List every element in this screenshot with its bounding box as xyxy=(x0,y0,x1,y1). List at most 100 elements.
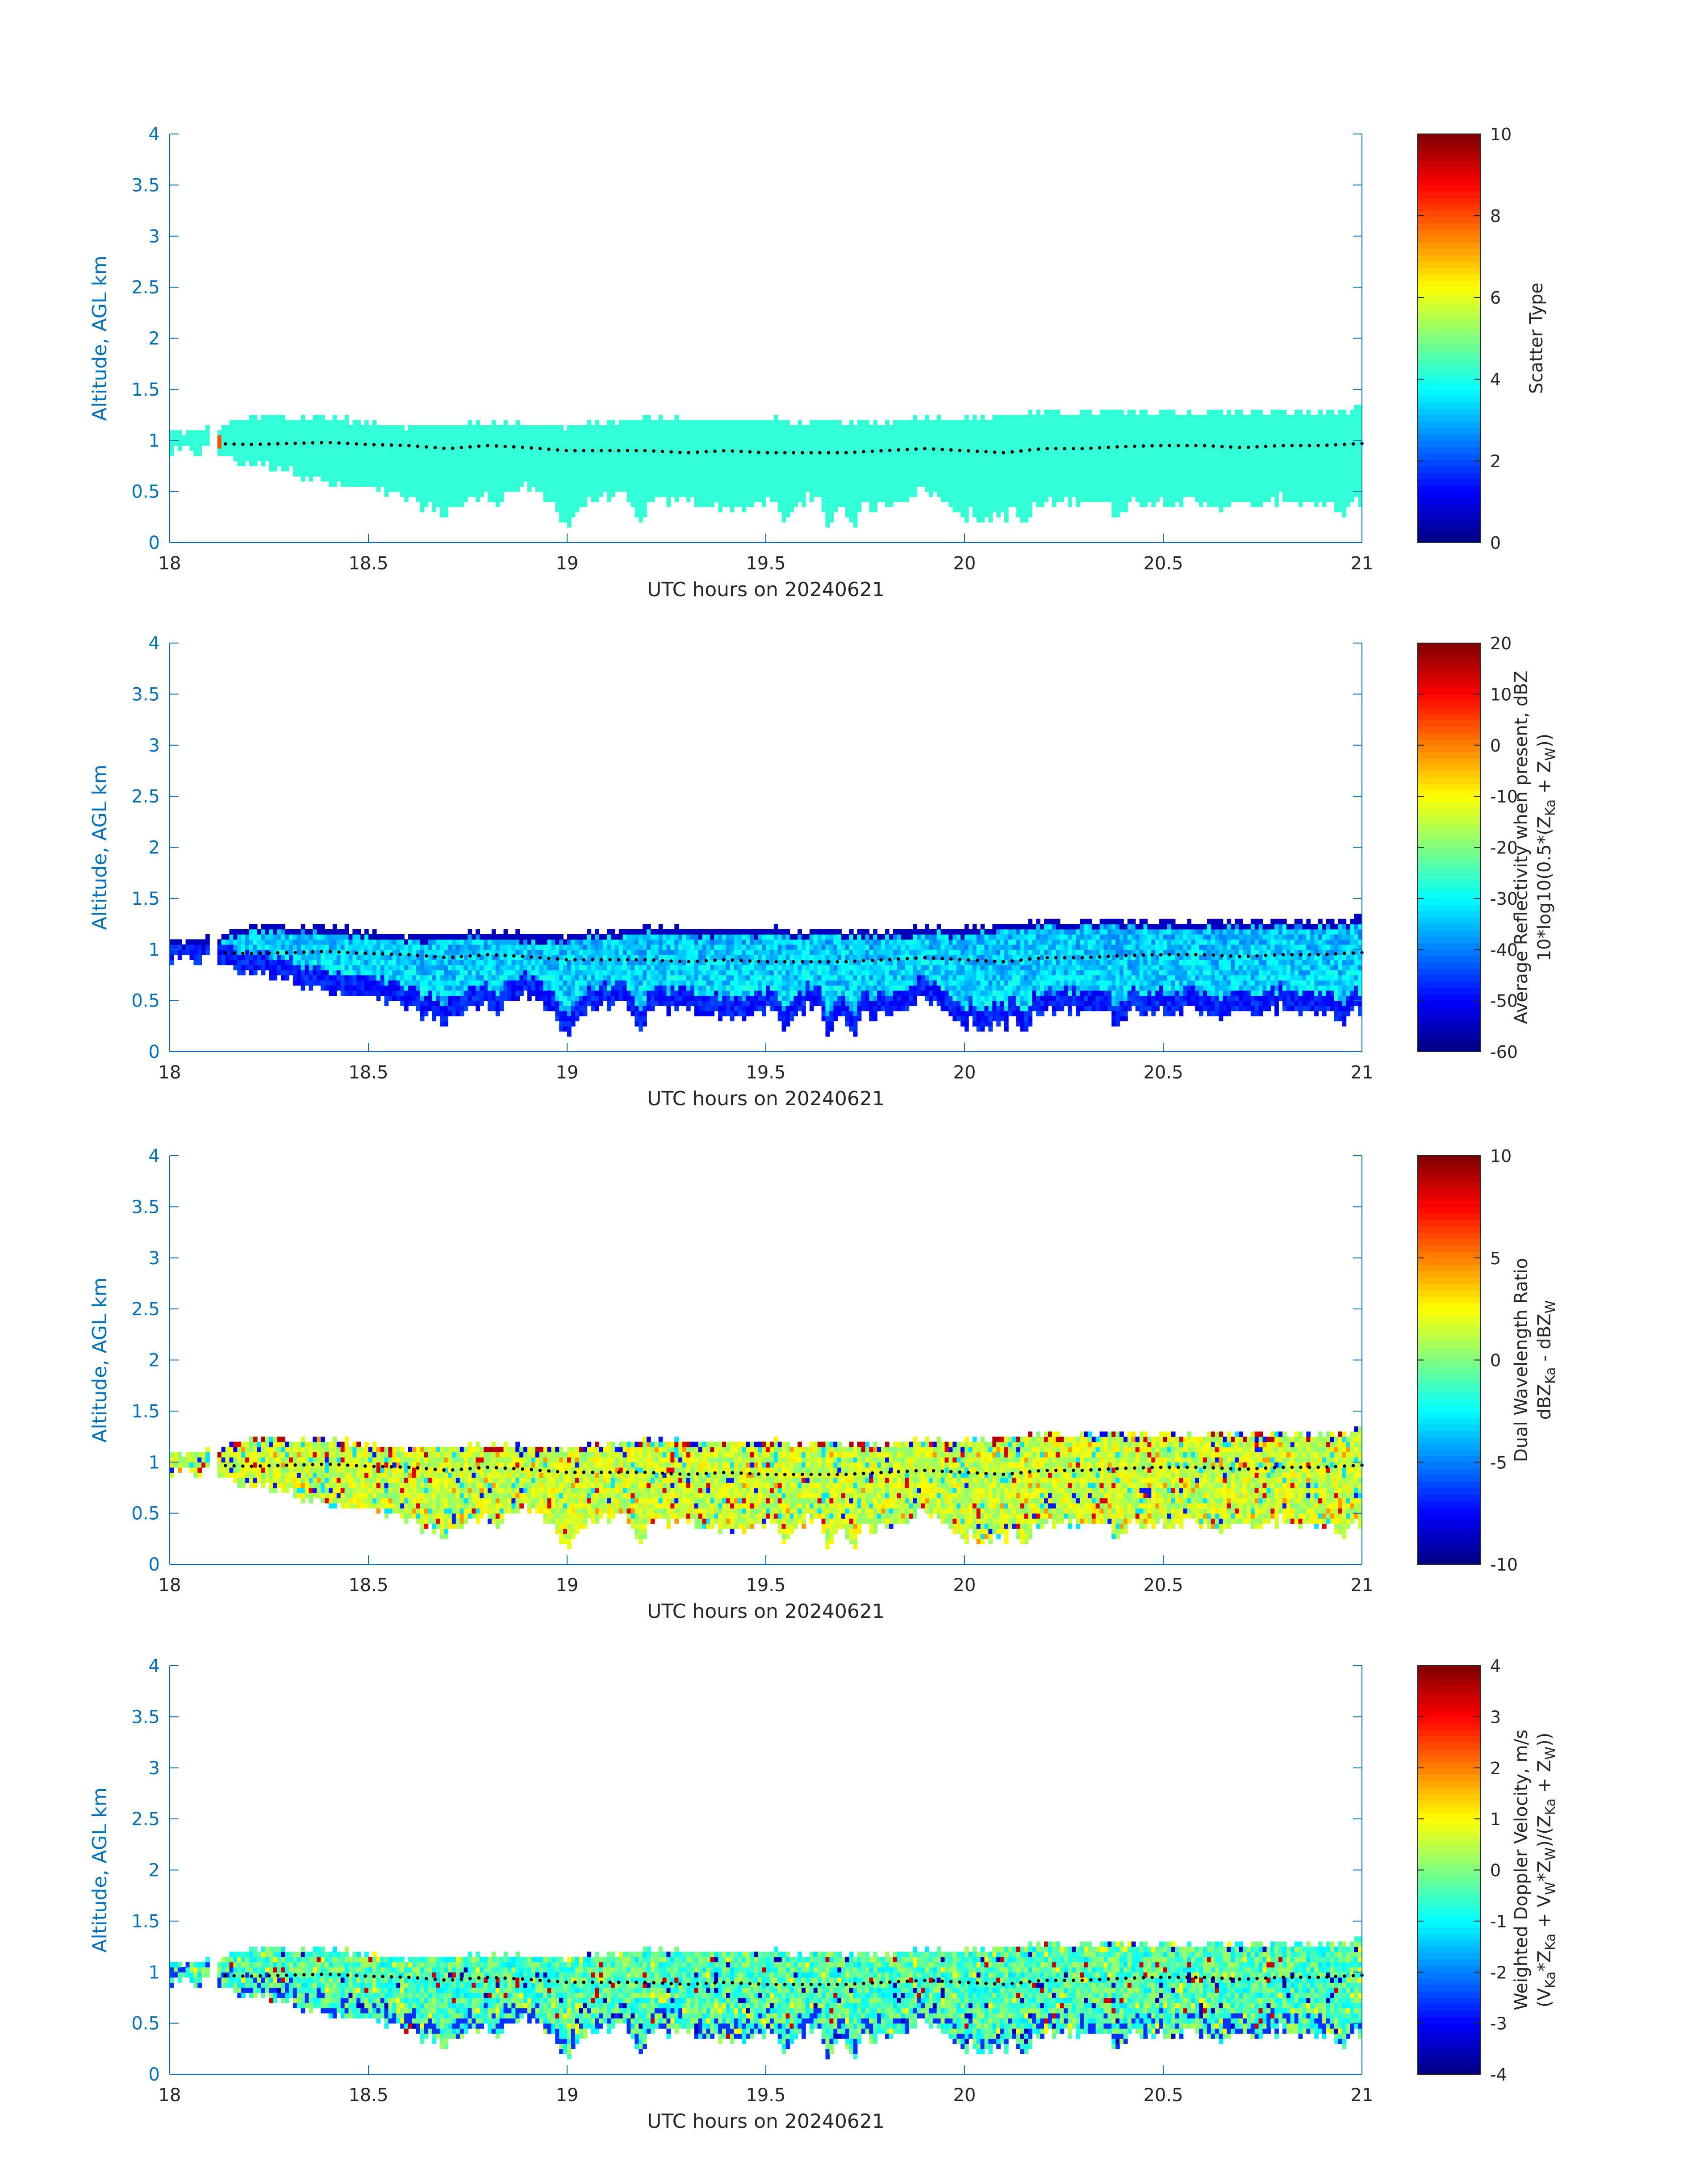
heatmap-cell xyxy=(1334,455,1339,461)
heatmap-cell xyxy=(543,461,548,467)
heatmap-cell xyxy=(1111,425,1116,431)
heatmap-cell xyxy=(694,501,699,507)
heatmap-cell xyxy=(1346,501,1351,507)
heatmap-cell xyxy=(1147,435,1152,441)
heatmap-cell xyxy=(960,455,965,461)
heatmap-cell xyxy=(1274,461,1279,467)
heatmap-cell xyxy=(1231,481,1235,487)
heatmap-cell xyxy=(575,440,580,446)
heatmap-cell xyxy=(480,491,484,497)
heatmap-cell xyxy=(519,430,524,436)
heatmap-cell xyxy=(1183,420,1188,426)
heatmap-cell xyxy=(1318,471,1323,477)
heatmap-cell xyxy=(686,471,691,477)
heatmap-cell xyxy=(647,461,651,467)
heatmap-cell xyxy=(968,461,973,467)
heatmap-cell xyxy=(193,944,198,950)
heatmap-cell xyxy=(277,435,281,441)
heatmap-cell xyxy=(1262,466,1267,472)
heatmap-cell xyxy=(885,466,889,472)
heatmap-cell xyxy=(726,440,731,446)
heatmap-cell xyxy=(726,420,731,426)
heatmap-cell xyxy=(292,466,297,472)
heatmap-cell xyxy=(1223,445,1228,451)
heatmap-cell xyxy=(432,471,437,477)
heatmap-cell xyxy=(455,476,460,482)
heatmap-cell xyxy=(1314,471,1319,477)
heatmap-cell xyxy=(622,471,627,477)
colorbar-label: Scatter Type xyxy=(1526,283,1547,394)
heatmap-cell xyxy=(777,430,782,436)
heatmap-cell xyxy=(1119,415,1124,421)
heatmap-cell xyxy=(1115,451,1120,456)
heatmap-cell xyxy=(1215,491,1219,497)
heatmap-cell xyxy=(1282,425,1287,431)
heatmap-cell xyxy=(817,481,822,487)
heatmap-cell xyxy=(1111,501,1116,507)
x-tick-label: 19.5 xyxy=(746,553,785,574)
heatmap-cell xyxy=(551,476,556,482)
heatmap-cell xyxy=(1262,476,1267,482)
heatmap-cell xyxy=(170,949,174,955)
heatmap-cell xyxy=(734,471,739,477)
heatmap-cell xyxy=(1338,501,1343,507)
heatmap-cell xyxy=(591,466,596,472)
heatmap-cell xyxy=(1330,471,1335,477)
heatmap-cell xyxy=(754,425,758,431)
heatmap-cell xyxy=(1044,430,1048,436)
heatmap-cell xyxy=(885,476,889,482)
heatmap-cell xyxy=(769,451,774,456)
heatmap-cell xyxy=(1151,455,1156,461)
dotted-line-point xyxy=(914,447,918,451)
heatmap-cell xyxy=(690,471,695,477)
heatmap-cell xyxy=(877,445,881,451)
heatmap-cell xyxy=(798,455,802,461)
heatmap-cell xyxy=(706,455,711,461)
heatmap-cell xyxy=(455,461,460,467)
heatmap-cell xyxy=(1044,415,1048,421)
heatmap-cell xyxy=(686,420,691,426)
heatmap-cell xyxy=(404,466,409,472)
heatmap-cell xyxy=(233,934,238,940)
heatmap-cell xyxy=(893,425,898,431)
heatmap-cell xyxy=(706,476,711,482)
heatmap-cell xyxy=(1044,497,1048,502)
heatmap-cell xyxy=(459,501,464,507)
heatmap-cell xyxy=(603,481,607,487)
heatmap-cell xyxy=(332,445,337,451)
heatmap-cell xyxy=(1123,506,1128,513)
dotted-line-point xyxy=(1343,443,1346,446)
heatmap-cell xyxy=(968,420,973,426)
heatmap-cell xyxy=(567,440,572,446)
heatmap-cell xyxy=(1099,425,1104,431)
heatmap-cell xyxy=(325,440,329,446)
heatmap-cell xyxy=(1076,420,1080,426)
heatmap-cell xyxy=(1227,486,1232,492)
heatmap-cell xyxy=(988,506,993,513)
heatmap-cell xyxy=(925,425,929,431)
heatmap-cell xyxy=(670,430,675,436)
heatmap-cell xyxy=(352,440,357,446)
heatmap-cell xyxy=(476,440,480,446)
colorbar-swatch xyxy=(1418,255,1480,262)
heatmap-cell xyxy=(472,461,476,467)
heatmap-cell xyxy=(424,501,429,507)
heatmap-cell xyxy=(829,491,834,497)
heatmap-cell xyxy=(1298,471,1303,477)
heatmap-cell xyxy=(952,451,957,456)
heatmap-cell xyxy=(1115,491,1120,497)
heatmap-cell xyxy=(1235,435,1239,441)
heatmap-cell xyxy=(658,440,663,446)
heatmap-cell xyxy=(1024,455,1029,461)
heatmap-cell xyxy=(1334,451,1339,456)
heatmap-cell xyxy=(921,481,925,487)
heatmap-cell xyxy=(829,451,834,456)
heatmap-cell xyxy=(1127,430,1132,436)
heatmap-cell xyxy=(1036,425,1040,431)
heatmap-cell xyxy=(901,440,906,446)
heatmap-cell xyxy=(948,445,953,451)
heatmap-cell xyxy=(448,497,452,502)
heatmap-cell xyxy=(766,471,770,477)
heatmap-cell xyxy=(499,435,504,441)
heatmap-cell xyxy=(1318,486,1323,492)
